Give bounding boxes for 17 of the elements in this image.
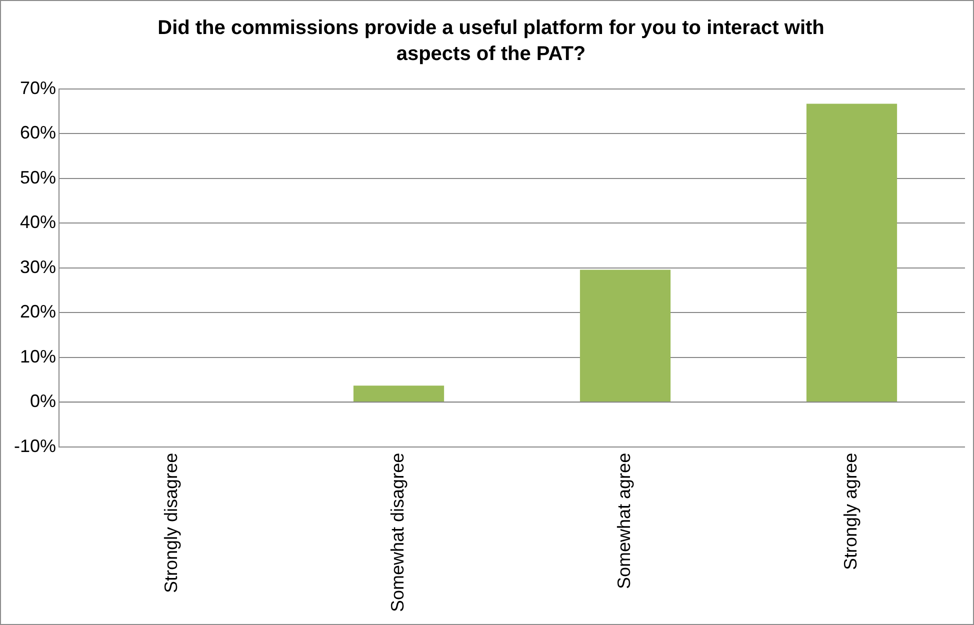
- y-tick-label: 20%: [20, 302, 56, 322]
- y-tick-label: 30%: [20, 256, 56, 277]
- y-tick-label: -10%: [14, 436, 56, 456]
- chart-title: Did the commissions provide a useful platform for you to interact with aspects of the PAT?: [156, 16, 826, 67]
- y-tick-label: 40%: [20, 212, 56, 232]
- bar: [353, 386, 444, 402]
- x-tick-label: Strongly disagree: [161, 452, 182, 594]
- y-tick-label: 0%: [30, 391, 56, 412]
- bar: [580, 270, 671, 402]
- bar: [806, 104, 898, 402]
- x-tick-label: Somewhat agree: [614, 452, 634, 590]
- x-tick-label: Somewhat disagree: [388, 452, 408, 612]
- y-tick-label: 10%: [20, 346, 56, 366]
- x-tick-label: Strongly agree: [840, 452, 861, 570]
- y-tick-label: 70%: [20, 78, 56, 98]
- y-tick-label: 50%: [20, 167, 56, 188]
- y-tick-label: 60%: [20, 122, 56, 143]
